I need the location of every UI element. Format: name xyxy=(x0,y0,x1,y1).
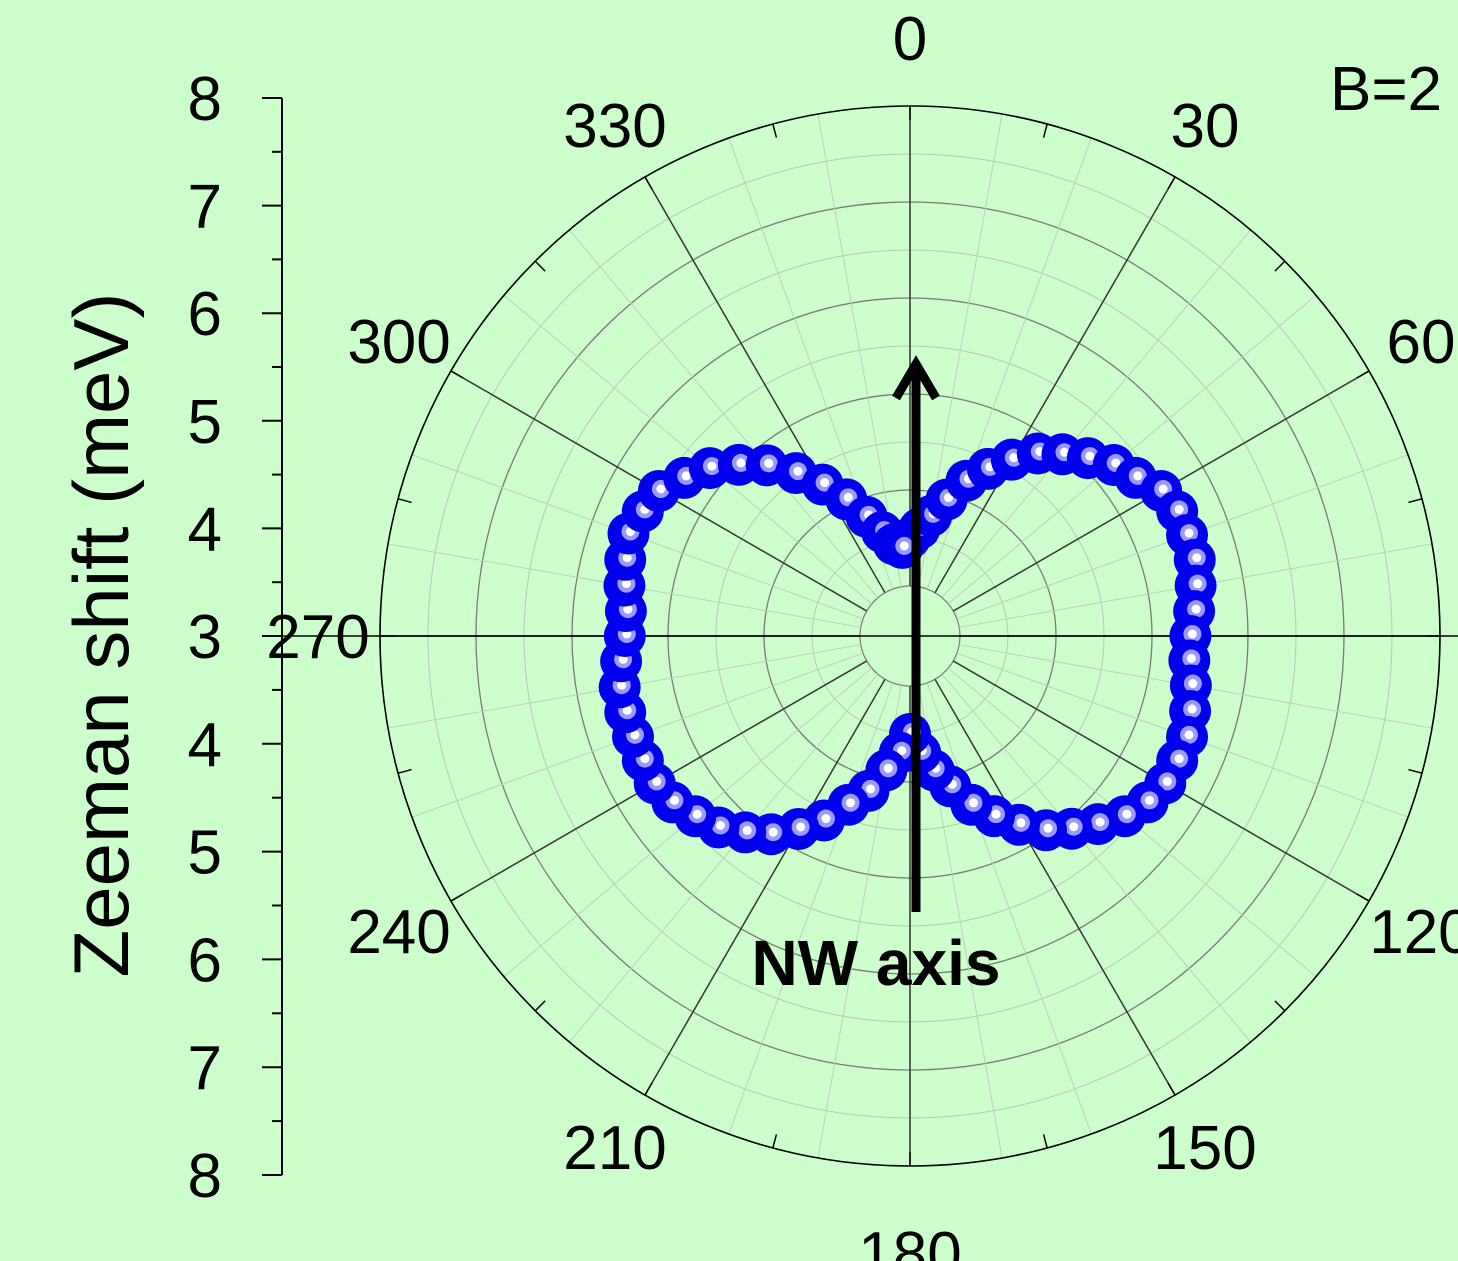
radial-tick-label: 7 xyxy=(188,1034,222,1103)
angular-tick-label: 210 xyxy=(563,1114,666,1183)
data-point-shine xyxy=(969,798,978,807)
data-point-shine xyxy=(793,467,802,476)
data-point-shine xyxy=(1159,485,1168,494)
angular-tick-label: 240 xyxy=(347,898,450,967)
data-point-shine xyxy=(1122,810,1131,819)
data-point-shine xyxy=(693,810,702,819)
angular-tick-label: 270 xyxy=(266,603,369,672)
data-point-shine xyxy=(670,796,679,805)
radial-tick-label: 3 xyxy=(188,603,222,672)
data-point-shine xyxy=(866,784,875,793)
data-point-shine xyxy=(1192,553,1201,562)
nw-axis-label: NW axis xyxy=(752,927,1001,999)
angular-tick-label: 60 xyxy=(1386,308,1455,377)
data-point-shine xyxy=(1175,505,1184,514)
data-point-shine xyxy=(900,541,909,550)
radial-tick-label: 8 xyxy=(188,1142,222,1211)
data-point-shine xyxy=(656,485,665,494)
data-point-shine xyxy=(1175,754,1184,763)
data-point-shine xyxy=(1145,796,1154,805)
angular-tick-label: 300 xyxy=(347,308,450,377)
data-point-shine xyxy=(769,828,778,837)
data-point-shine xyxy=(736,458,745,467)
data-point-shine xyxy=(707,462,716,471)
field-label: B=2 xyxy=(1330,55,1442,124)
angular-tick-label: 30 xyxy=(1171,92,1240,161)
data-point-shine xyxy=(1188,705,1197,714)
radial-tick-label: 5 xyxy=(188,388,222,457)
y-axis-title: Zeeman shift (meV) xyxy=(57,293,145,978)
data-point-shine xyxy=(623,553,632,562)
angular-tick-label: 0 xyxy=(893,5,927,74)
data-point-shine xyxy=(1185,529,1194,538)
data-point-shine xyxy=(716,821,725,830)
data-point-shine xyxy=(1188,630,1197,639)
data-point-shine xyxy=(1133,471,1142,480)
data-point-shine xyxy=(820,478,829,487)
radial-tick-label: 6 xyxy=(188,926,222,995)
angular-tick-label: 150 xyxy=(1153,1114,1256,1183)
data-point-shine xyxy=(884,764,893,773)
data-point-shine xyxy=(1185,730,1194,739)
data-point-shine xyxy=(992,810,1001,819)
angular-tick-label: 180 xyxy=(858,1220,961,1261)
data-point-shine xyxy=(821,814,830,823)
angular-tick-label: 330 xyxy=(563,92,666,161)
angular-tick-label: 120 xyxy=(1369,898,1458,967)
radial-tick-label: 4 xyxy=(188,495,222,564)
data-point-shine xyxy=(1163,777,1172,786)
data-point-shine xyxy=(1193,579,1202,588)
data-point-shine xyxy=(846,798,855,807)
data-point-shine xyxy=(1017,818,1026,827)
radial-tick-label: 4 xyxy=(188,711,222,780)
radial-tick-label: 7 xyxy=(188,173,222,242)
data-point-shine xyxy=(682,471,691,480)
data-point-shine xyxy=(1187,654,1196,663)
data-point-shine xyxy=(1069,822,1078,831)
radial-tick-label: 5 xyxy=(188,819,222,888)
data-point-shine xyxy=(796,822,805,831)
radial-tick-label: 8 xyxy=(188,65,222,134)
data-point-shine xyxy=(1192,605,1201,614)
data-point-shine xyxy=(1096,818,1105,827)
data-point-shine xyxy=(764,459,773,468)
radial-tick-label: 6 xyxy=(188,280,222,349)
data-point-shine xyxy=(1085,452,1094,461)
data-point-shine xyxy=(743,826,752,835)
data-point-shine xyxy=(1188,679,1197,688)
data-point-shine xyxy=(1044,824,1053,833)
data-point-shine xyxy=(844,493,853,502)
